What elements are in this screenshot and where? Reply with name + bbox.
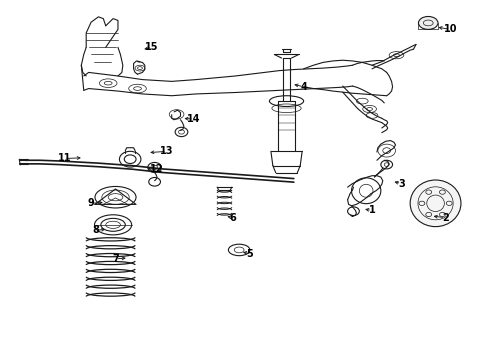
Text: 1: 1 [368, 206, 375, 216]
Text: 3: 3 [398, 179, 405, 189]
Text: 9: 9 [88, 198, 95, 208]
Ellipse shape [410, 180, 461, 226]
Text: 14: 14 [187, 114, 200, 124]
Text: 8: 8 [93, 225, 99, 235]
Text: 13: 13 [160, 146, 173, 156]
Text: 2: 2 [442, 213, 449, 222]
Text: 10: 10 [443, 24, 457, 35]
Text: 6: 6 [229, 213, 236, 222]
Text: 7: 7 [112, 254, 119, 264]
Text: 15: 15 [146, 42, 159, 52]
Ellipse shape [418, 17, 438, 30]
Text: 5: 5 [246, 248, 253, 258]
Text: 11: 11 [57, 153, 71, 163]
Text: 4: 4 [300, 82, 307, 92]
Text: 12: 12 [150, 164, 164, 174]
